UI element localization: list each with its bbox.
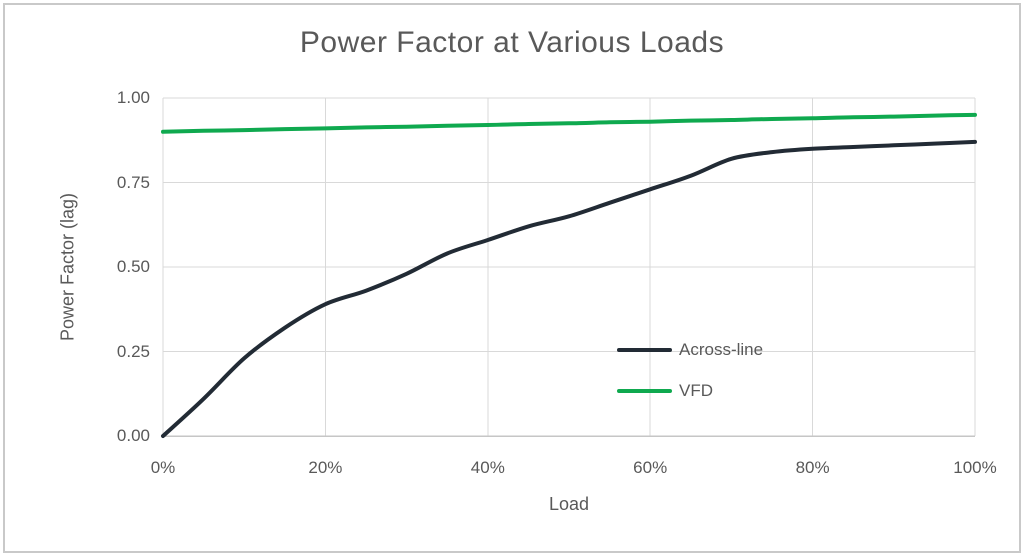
series-line-across-line [161,139,977,438]
x-tick-label: 80% [795,458,830,477]
x-tick-label: 40% [470,458,505,477]
vfd-swatch-icon [617,389,672,393]
plot-svg [161,97,977,438]
x-tick-label: 100% [953,458,997,477]
y-axis-title: Power Factor (lag) [57,192,78,342]
y-tick-label: 0.75 [116,172,150,192]
x-axis-title: Load [548,494,590,514]
y-tick-label: 0.00 [116,426,150,445]
y-tick-label: 1.00 [116,88,150,107]
y-tick-label: 0.25 [116,341,150,361]
y-tick-label: 0.50 [116,257,150,276]
legend-label-across-line: Across-line [679,340,764,359]
legend-item-vfd: VFD [617,379,763,403]
series-line-vfd [161,112,977,134]
chart-title: Power Factor at Various Loads [299,26,725,59]
legend: Across-line VFD [617,338,763,420]
across-line-swatch-icon [617,348,672,352]
legend-label-vfd: VFD [679,381,713,400]
x-tick-label: 60% [633,458,668,477]
legend-item-across-line: Across-line [617,338,763,362]
x-tick-label: 0% [150,458,176,477]
x-tick-label: 20% [308,458,343,477]
